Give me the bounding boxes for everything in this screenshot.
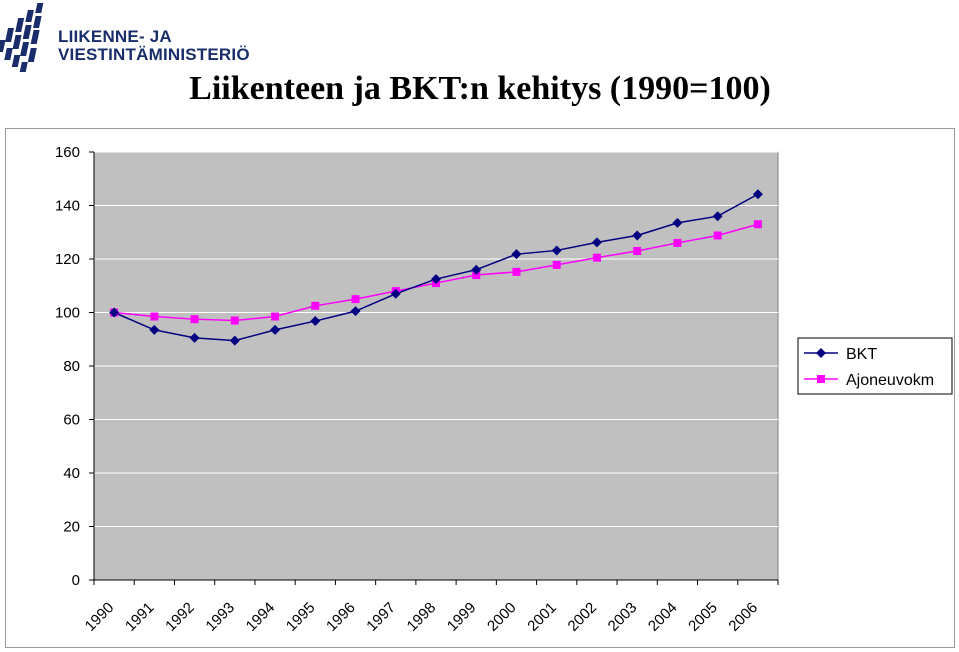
y-tick-label: 120 [55, 251, 80, 268]
x-tick-label: 2005 [685, 599, 721, 635]
data-point-square [311, 301, 320, 310]
logo-emblem-icon [0, 3, 44, 72]
x-tick-label: 1995 [283, 599, 319, 635]
data-point-diamond [431, 274, 441, 285]
y-tick-label: 40 [63, 465, 80, 482]
x-axis: 1990 1991 1992 1993 1994 1995 1996 1997 1998 1999… [82, 579, 779, 635]
y-axis: 0 20 40 60 80 100 120 140 160 [55, 144, 95, 589]
data-point-diamond [350, 306, 361, 317]
data-point-diamond [551, 245, 562, 256]
legend-box [797, 337, 953, 395]
data-point-square [472, 271, 481, 280]
y-tick-label: 160 [55, 144, 80, 161]
data-point-diamond [632, 230, 643, 241]
x-tick-label: 1990 [82, 599, 118, 635]
y-tick-label: 60 [63, 412, 80, 429]
x-tick-label: 2002 [565, 599, 601, 635]
x-tick-label: 1994 [243, 599, 279, 635]
legend: BKT Ajoneuvokm [797, 337, 953, 395]
data-point-diamond [189, 332, 200, 343]
data-point-diamond [310, 316, 321, 327]
gridlines [94, 151, 778, 527]
data-point-square [633, 246, 642, 255]
logo-line-1: LIIKENNE- JA [58, 27, 172, 46]
data-point-diamond [109, 307, 120, 318]
data-point-square [592, 253, 601, 262]
data-point-square [673, 238, 682, 247]
x-tick-label: 1996 [323, 599, 359, 635]
data-point-diamond [672, 217, 683, 228]
x-tick-label: 1998 [404, 599, 440, 635]
x-tick-label: 1991 [122, 599, 158, 635]
data-point-diamond [511, 249, 522, 260]
chart-frame [5, 128, 955, 648]
data-point-diamond [270, 324, 281, 335]
data-point-square [552, 260, 561, 269]
data-point-diamond [229, 335, 240, 346]
x-tick-label: 1992 [162, 599, 198, 635]
x-tick-label: 2003 [605, 599, 641, 635]
y-tick-label: 20 [63, 519, 80, 536]
data-point-diamond [471, 264, 482, 275]
data-point-square [150, 312, 159, 321]
data-point-diamond [816, 348, 826, 358]
data-point-square [230, 316, 239, 325]
x-tick-label: 2001 [524, 599, 560, 635]
logo-line-2: VIESTINTÄMINISTERIÖ [58, 45, 250, 64]
data-point-diamond [752, 189, 763, 200]
ministry-logo: LIIKENNE- JA VIESTINTÄMINISTERIÖ [0, 0, 300, 80]
y-tick-label: 100 [55, 305, 80, 322]
data-point-diamond [712, 211, 723, 222]
y-tick-label: 140 [55, 198, 80, 215]
data-point-square [351, 295, 360, 304]
data-point-square [713, 231, 722, 240]
y-tick-label: 80 [63, 358, 80, 375]
x-tick-label: 2000 [484, 599, 520, 635]
data-point-square [190, 315, 199, 324]
data-point-diamond [591, 237, 602, 248]
chart-title: Liikenteen ja BKT:n kehitys (1990=100) [189, 70, 771, 107]
data-point-square [753, 220, 762, 229]
data-point-square [271, 312, 280, 321]
x-tick-label: 1999 [444, 599, 480, 635]
data-point-diamond [390, 288, 401, 299]
y-tick-label: 0 [72, 572, 80, 589]
x-tick-label: 1993 [202, 599, 238, 635]
legend-label-bkt: BKT [846, 346, 877, 363]
series-group [109, 189, 763, 346]
data-point-diamond [149, 324, 160, 335]
data-point-square [512, 267, 521, 276]
x-tick-label: 2006 [725, 599, 761, 635]
data-point-square [817, 375, 825, 383]
x-tick-label: 2004 [645, 599, 681, 635]
x-tick-label: 1997 [363, 599, 399, 635]
legend-label-ajoneuvokm: Ajoneuvokm [846, 372, 934, 389]
